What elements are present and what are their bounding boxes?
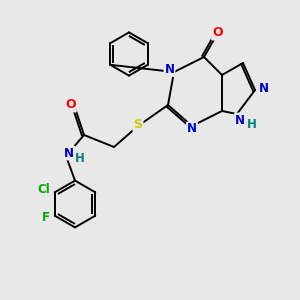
- Text: N: N: [258, 82, 268, 95]
- Text: O: O: [65, 98, 76, 112]
- Text: H: H: [75, 152, 84, 166]
- Text: N: N: [235, 113, 245, 127]
- Text: O: O: [212, 26, 223, 40]
- Text: N: N: [187, 122, 197, 136]
- Text: Cl: Cl: [38, 183, 51, 196]
- Text: S: S: [134, 118, 142, 131]
- Text: N: N: [64, 146, 74, 160]
- Text: N: N: [164, 63, 175, 76]
- Text: H: H: [247, 118, 257, 131]
- Text: F: F: [42, 211, 50, 224]
